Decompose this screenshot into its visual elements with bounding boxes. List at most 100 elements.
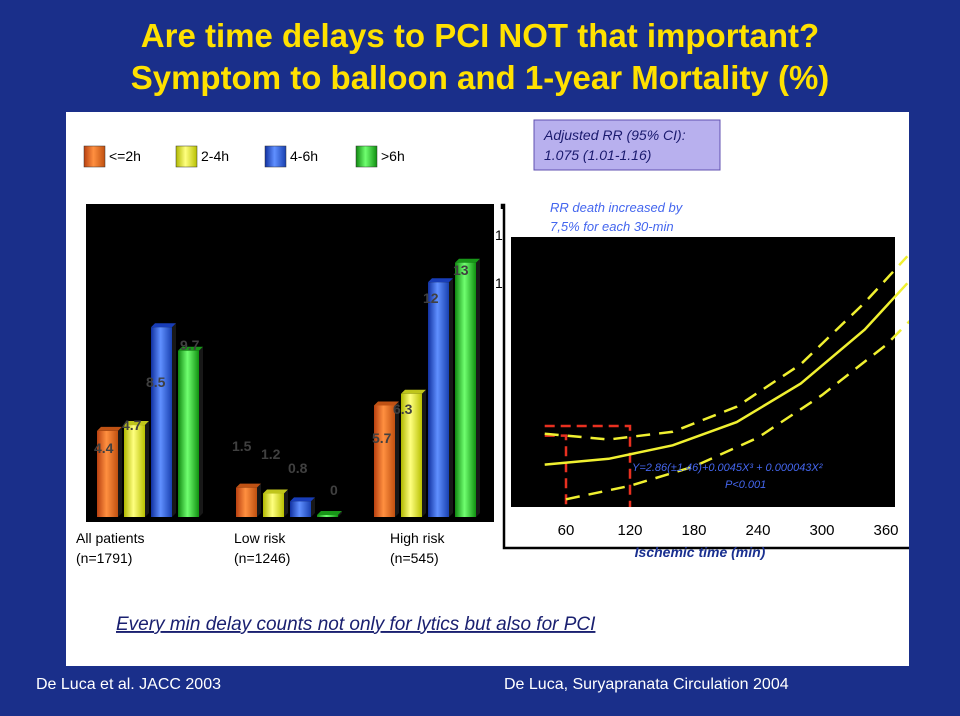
legend-swatch [355,145,378,168]
rr-annotation-line1: RR death increased by [550,200,684,215]
category-label: (n=1791) [76,550,132,566]
p-value-label: P=NS [258,379,295,395]
legend-swatch [175,145,198,168]
bar-value-labels: 4.4 1.5 5.7 4.7 1.2 6.3 9.7 0.8 12 8.5 0 13 [94,262,469,498]
legend-label: <=2h [109,148,141,164]
bar-top [317,511,342,515]
curves [544,255,914,501]
bar-value-label: 5.7 [372,430,392,446]
category-labels: All patients (n=1791) Low risk (n=1246) High… [76,530,445,566]
bar-side [199,346,203,517]
bar-top [428,278,453,283]
dashed-guide-line [544,424,632,507]
regression-equation: Y=2.86(±1.46)+0.0045X³ + 0.000043X² [632,462,823,474]
x-tick-label: 300 [809,522,834,539]
axis-fragment-2: 1 [495,275,503,291]
p-value-label: P=0.006 [369,206,422,222]
x-tick-label: 360 [873,522,898,539]
category-label: (n=1246) [234,550,290,566]
bar-side [476,258,480,517]
legend: <=2h 2-4h 4-6h >6h [83,145,405,168]
x-tick-label: 120 [617,522,642,539]
upper-ci-curve [544,255,909,441]
bar [124,425,145,517]
bar-top [401,389,426,394]
chart-svg: <=2h 2-4h 4-6h >6h Adjusted RR (95% CI): 1.… [76,119,914,635]
bar [290,501,311,517]
legend-swatch [264,145,287,168]
bar [263,493,284,517]
line-chart-frame [500,203,909,550]
legend-label: >6h [381,148,405,164]
x-tick-label: 60 [558,522,575,539]
x-tick-labels: 60 120 180 240 300 360 [558,522,899,539]
bar [455,262,476,517]
legend-swatch [83,145,106,168]
bar-top [455,258,480,263]
adjusted-rr-line2: 1.075 (1.01-1.16) [544,147,651,163]
bar-side [449,278,453,517]
category-label: Low risk [234,530,286,546]
axis-fragment-1: 1 [495,227,503,243]
chart-panel: <=2h 2-4h 4-6h >6h Adjusted RR (95% CI): 1.… [66,112,914,666]
regression-p-value: P<0.001 [725,479,766,491]
bar-series [97,258,480,517]
estimate-curve [544,282,909,466]
title-line-2: Symptom to balloon and 1-year Mortality … [130,59,830,96]
bar-value-label: 8.5 [146,374,166,390]
bar-top [178,346,203,351]
bar-value-label: 12 [423,290,439,306]
bar-value-label: 1.2 [261,446,281,462]
bar-top [374,401,399,406]
adjusted-rr-line1: Adjusted RR (95% CI): [543,127,686,143]
statement: Every min delay counts not only for lyti… [116,614,596,635]
bar-top [236,483,261,488]
bar-top [290,497,315,502]
bar [97,430,118,517]
x-tick-label: 240 [745,522,770,539]
bar-value-label: 6.3 [393,401,413,417]
bar-side [422,389,426,517]
x-axis-label: Ischemic time (min) [635,544,766,560]
bar [401,393,422,517]
footer-left: De Luca et al. JACC 2003 [36,676,221,693]
bar-value-label: 1.5 [232,438,252,454]
legend-label: 2-4h [201,148,229,164]
bar-side [395,401,399,517]
bar-side [118,426,122,517]
adjusted-rr-box [533,119,721,171]
bar-value-label: 9.7 [180,337,200,353]
x-tick-label: 180 [681,522,706,539]
bar-side [145,421,149,517]
title-line-1: Are time delays to PCI NOT that importan… [140,17,820,54]
p-value-label: P=0.002 [100,281,153,297]
bar [317,515,338,517]
bar-top [263,489,288,494]
bar-top [124,421,149,426]
bar [151,327,172,517]
bar-value-label: 0 [330,482,338,498]
bar [374,405,395,517]
bar-side [257,483,261,517]
bar-value-label: 0.8 [288,460,308,476]
bar-side [338,511,342,517]
category-label: (n=545) [390,550,439,566]
bar [178,350,199,517]
bar-top [97,426,122,431]
dashed-guides [544,424,632,507]
bar-value-label: 13 [453,262,469,278]
bar-top [151,323,176,328]
category-label: High risk [390,530,445,546]
dashed-guide-line [544,434,568,507]
bar [428,282,449,517]
p-value-labels: P=0.002 P=NS P=0.006 [100,206,422,395]
bar-side [172,323,176,517]
bar-side [284,489,288,517]
bar-value-label: 4.7 [122,417,142,433]
footer-right: De Luca, Suryapranata Circulation 2004 [504,676,789,693]
bar-side [311,497,315,517]
bar-value-label: 4.4 [94,440,114,456]
legend-label: 4-6h [290,148,318,164]
rr-annotation-line2: 7,5% for each 30-min [550,219,674,234]
category-label: All patients [76,530,144,546]
